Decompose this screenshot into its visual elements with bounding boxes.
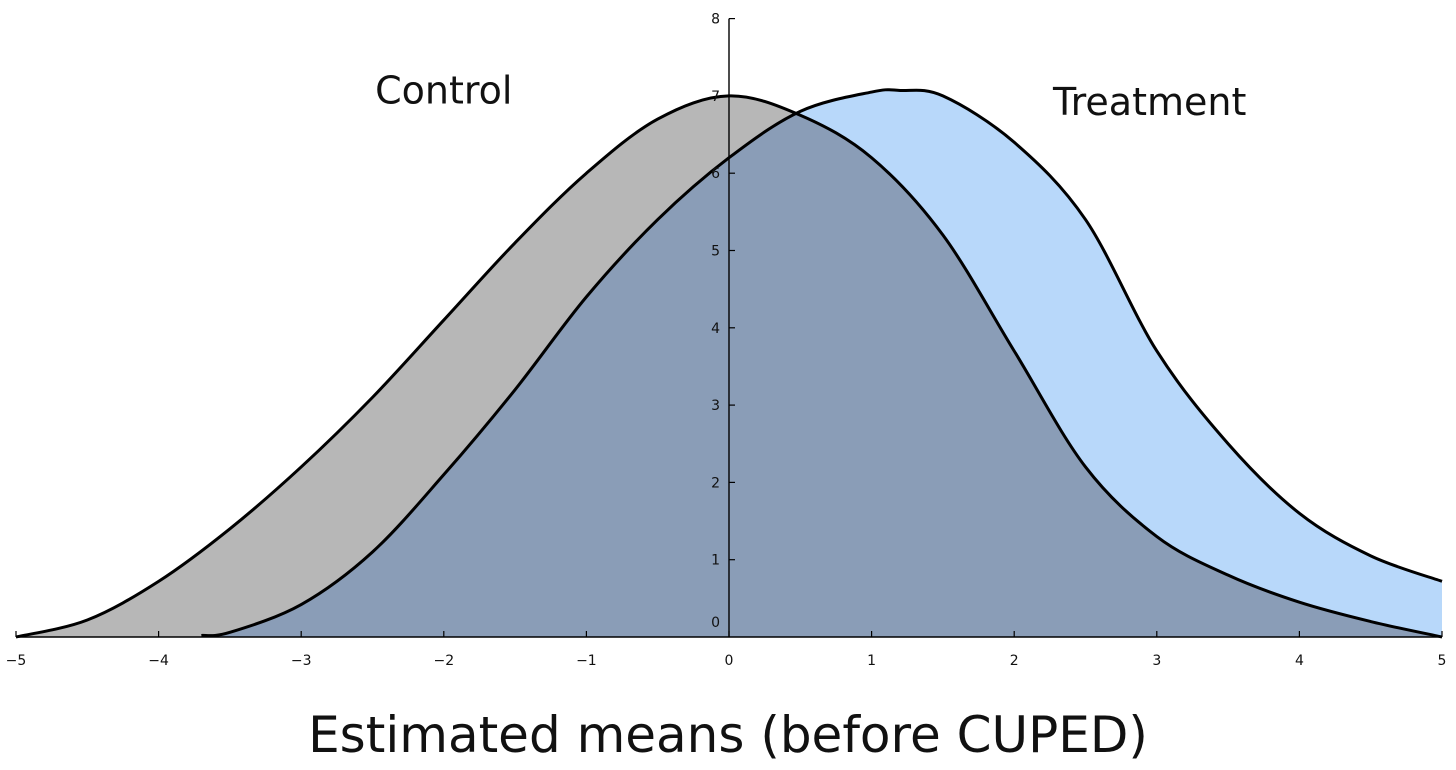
y-tick-label: 6 xyxy=(711,166,720,182)
y-tick-label: 8 xyxy=(711,12,720,28)
x-ticks: −5 −4 −3 −2 −1 0 1 2 3 4 5 xyxy=(6,631,1447,669)
y-tick-label: 3 xyxy=(711,398,720,414)
x-tick-label: −2 xyxy=(433,653,454,669)
y-tick-label: 5 xyxy=(711,244,720,260)
y-tick-label: 2 xyxy=(711,475,720,491)
x-tick-label: −1 xyxy=(576,653,597,669)
chart-title: Estimated means (before CUPED) xyxy=(308,706,1148,764)
x-tick-label: 0 xyxy=(725,653,734,669)
y-tick-label: 7 xyxy=(711,89,720,105)
series-label-control: Control xyxy=(375,69,512,113)
x-axis: −5 −4 −3 −2 −1 0 1 2 3 4 5 xyxy=(6,631,1447,669)
x-tick-label: −3 xyxy=(291,653,312,669)
x-tick-label: 1 xyxy=(867,653,876,669)
y-tick-label: 1 xyxy=(711,553,720,569)
x-tick-label: 3 xyxy=(1152,653,1161,669)
x-tick-label: 5 xyxy=(1438,653,1447,669)
series-treatment-line xyxy=(201,88,1443,638)
x-tick-label: 4 xyxy=(1295,653,1304,669)
y-axis: 0 1 2 3 4 5 6 7 8 xyxy=(711,12,735,637)
series-label-treatment: Treatment xyxy=(1052,80,1246,124)
y-ticks: 0 1 2 3 4 5 6 7 8 xyxy=(711,12,735,631)
x-tick-label: −4 xyxy=(148,653,169,669)
y-tick-label: 4 xyxy=(711,321,720,337)
x-tick-label: 2 xyxy=(1010,653,1019,669)
x-tick-label: −5 xyxy=(6,653,27,669)
y-tick-label: 0 xyxy=(711,615,720,631)
